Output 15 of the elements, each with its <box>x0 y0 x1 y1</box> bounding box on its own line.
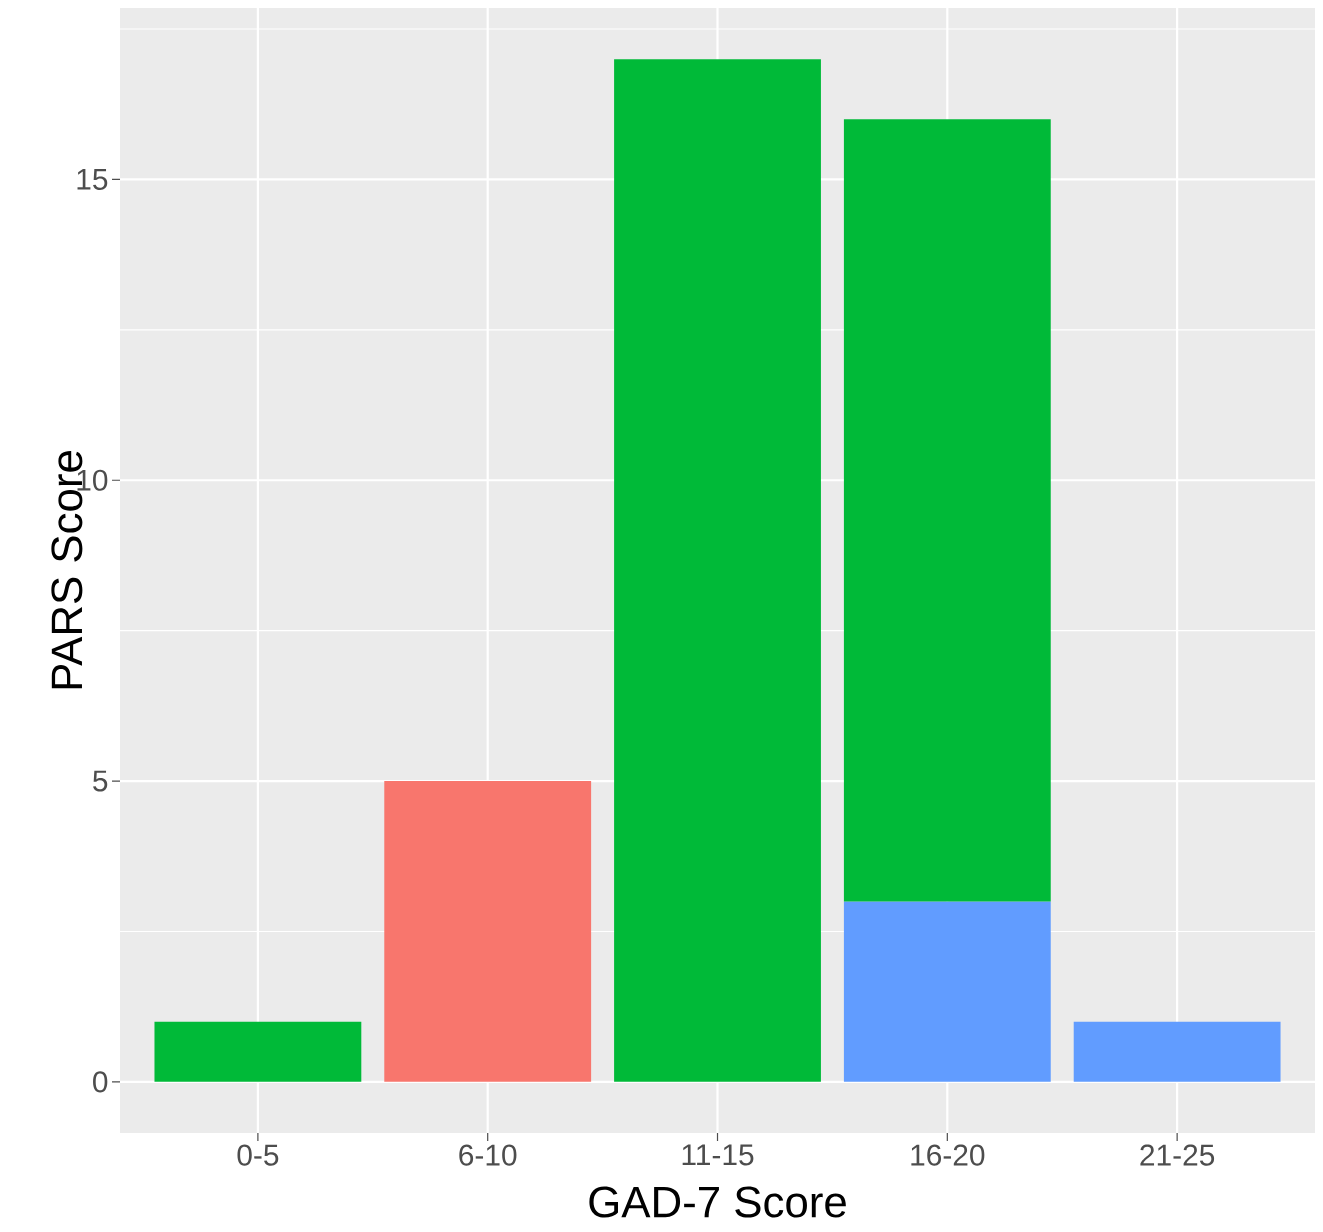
x-tick-label: 11-15 <box>682 1144 754 1166</box>
bar <box>154 1021 362 1082</box>
x-tick-label: 0-5 <box>237 1144 279 1166</box>
bar <box>1073 1021 1281 1082</box>
x-tick-label: 21-25 <box>1140 1144 1215 1166</box>
y-tick-label: 15 <box>77 169 108 190</box>
x-axis-title: GAD-7 Score <box>589 1186 846 1218</box>
bar <box>843 901 1051 1082</box>
y-tick-label: 5 <box>93 770 108 792</box>
y-tick-label: 0 <box>93 1071 108 1093</box>
x-tick-label: 6-10 <box>459 1144 517 1166</box>
x-tick-label: 16-20 <box>911 1144 985 1166</box>
bar <box>384 781 592 1082</box>
bar <box>614 59 821 1082</box>
bar <box>843 119 1051 902</box>
